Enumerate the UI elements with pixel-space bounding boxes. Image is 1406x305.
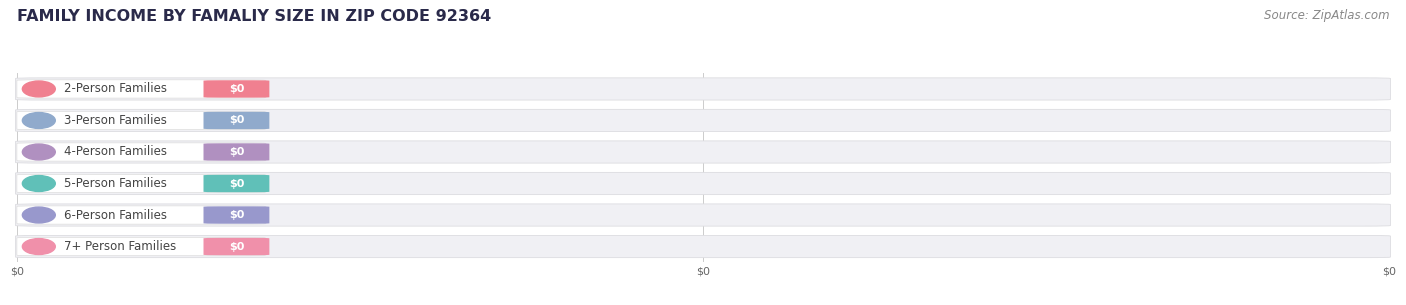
Text: 5-Person Families: 5-Person Families [63, 177, 166, 190]
FancyBboxPatch shape [15, 235, 1391, 258]
Ellipse shape [22, 176, 55, 192]
FancyBboxPatch shape [204, 112, 270, 129]
FancyBboxPatch shape [204, 238, 270, 255]
Ellipse shape [22, 239, 55, 254]
FancyBboxPatch shape [204, 80, 270, 98]
Text: 4-Person Families: 4-Person Families [63, 145, 166, 159]
FancyBboxPatch shape [17, 143, 266, 161]
Ellipse shape [22, 113, 55, 128]
Ellipse shape [22, 81, 55, 97]
FancyBboxPatch shape [17, 237, 266, 256]
FancyBboxPatch shape [15, 204, 1391, 226]
FancyBboxPatch shape [15, 172, 1391, 195]
FancyBboxPatch shape [204, 175, 270, 192]
Text: $0: $0 [229, 147, 245, 157]
Text: Source: ZipAtlas.com: Source: ZipAtlas.com [1264, 9, 1389, 22]
FancyBboxPatch shape [15, 78, 1391, 100]
Text: $0: $0 [229, 116, 245, 125]
Text: 2-Person Families: 2-Person Families [63, 82, 166, 95]
FancyBboxPatch shape [17, 111, 266, 130]
FancyBboxPatch shape [15, 109, 1391, 131]
Text: 3-Person Families: 3-Person Families [63, 114, 166, 127]
FancyBboxPatch shape [15, 141, 1391, 163]
Text: $0: $0 [229, 84, 245, 94]
Ellipse shape [22, 144, 55, 160]
FancyBboxPatch shape [204, 206, 270, 224]
Text: 6-Person Families: 6-Person Families [63, 209, 166, 221]
FancyBboxPatch shape [17, 174, 266, 193]
Text: $0: $0 [229, 242, 245, 252]
Ellipse shape [22, 207, 55, 223]
Text: $0: $0 [229, 178, 245, 188]
Text: 7+ Person Families: 7+ Person Families [63, 240, 176, 253]
FancyBboxPatch shape [17, 206, 266, 224]
FancyBboxPatch shape [204, 143, 270, 161]
Text: $0: $0 [229, 210, 245, 220]
Text: FAMILY INCOME BY FAMALIY SIZE IN ZIP CODE 92364: FAMILY INCOME BY FAMALIY SIZE IN ZIP COD… [17, 9, 491, 24]
FancyBboxPatch shape [17, 80, 266, 98]
